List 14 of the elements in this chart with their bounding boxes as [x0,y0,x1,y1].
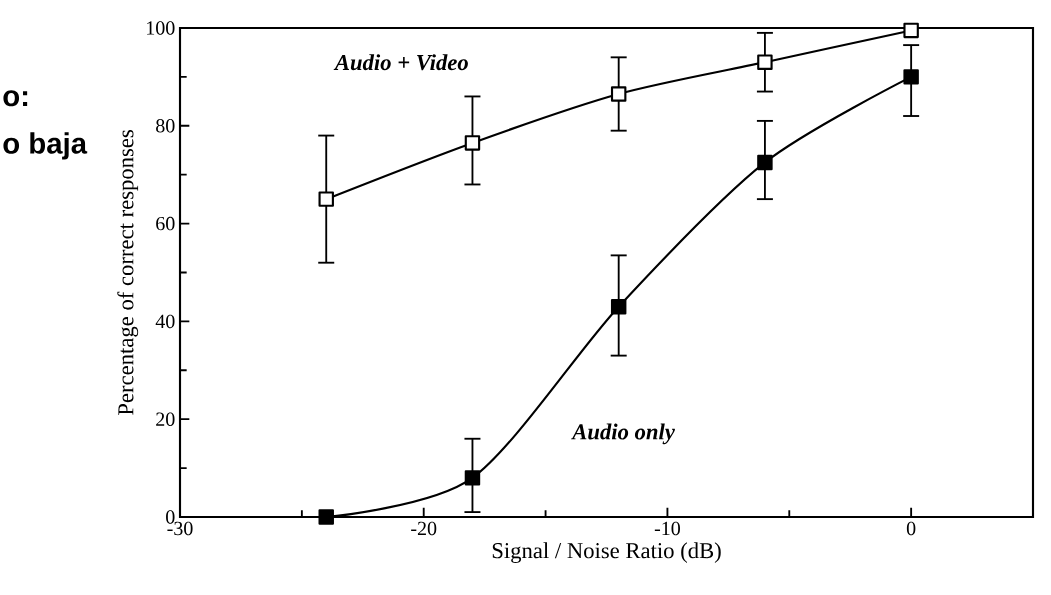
y-axis-title: Percentage of correct responses [117,130,139,416]
y-tick-label: 40 [155,314,175,329]
y-tick-label: 80 [156,119,175,133]
x-axis-title: Signal / Noise Ratio (dB) [492,542,721,563]
series-label: Audio only [571,423,675,445]
y-tick-label: 100 [147,21,175,35]
text: o baja [3,132,88,160]
y-tick-label: 20 [156,412,175,426]
x-tick-label: -20 [411,521,437,536]
text: o: [3,90,28,107]
text: Audio + Video [333,54,468,71]
x-tick-label: -10 [654,521,680,536]
x-tick-label: 0 [906,521,916,536]
y-tick-label: 60 [156,216,175,231]
